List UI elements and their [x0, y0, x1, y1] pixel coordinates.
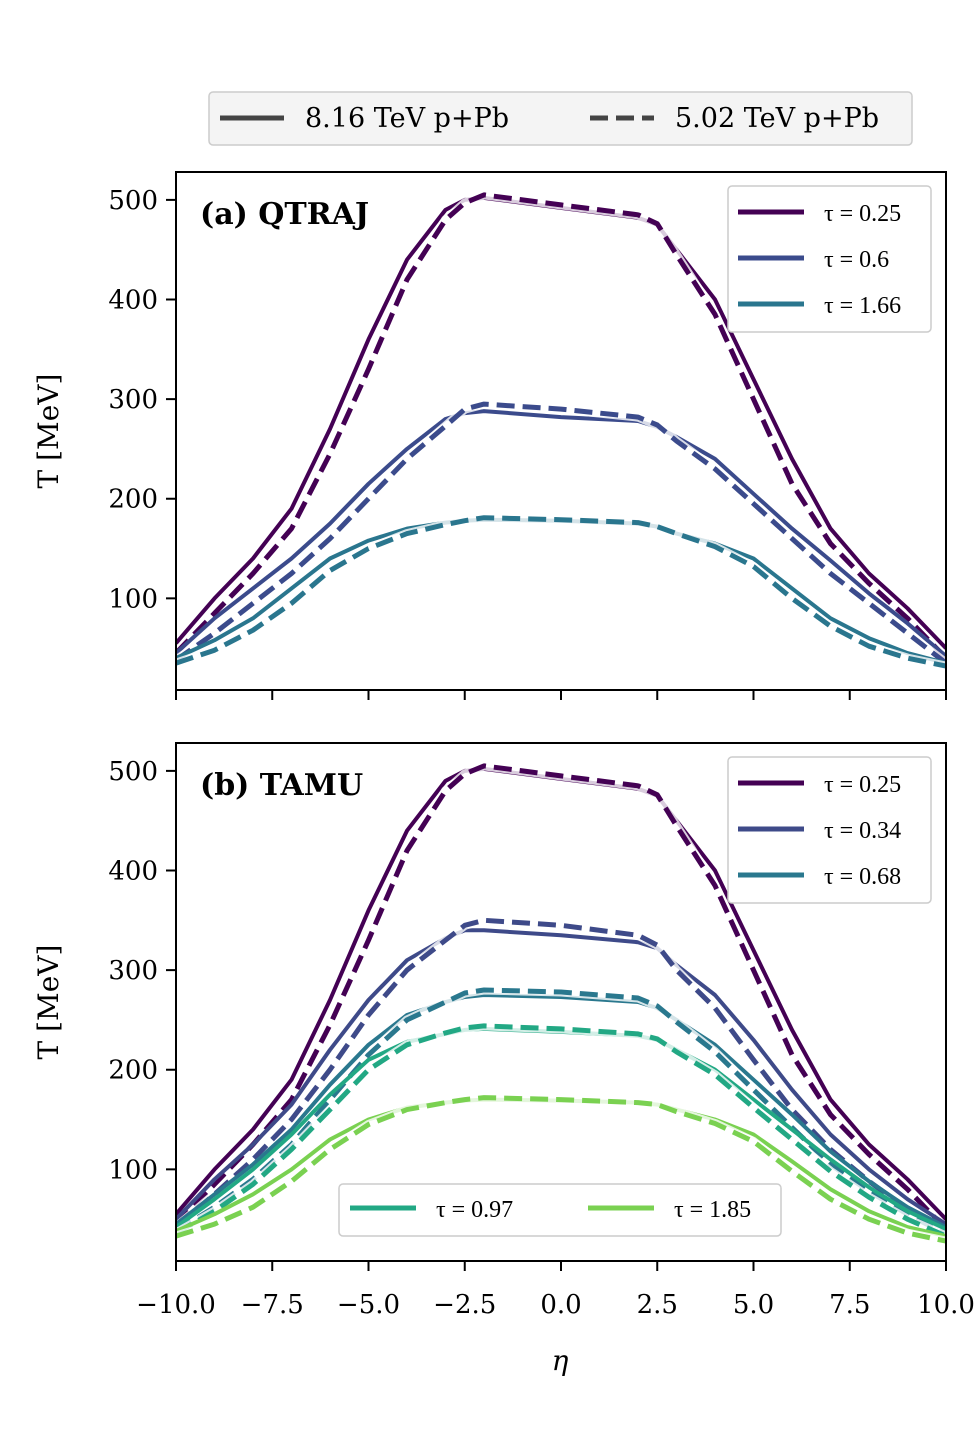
y-tick-label: 200 [108, 485, 158, 515]
panel-b-legend-lower-box [338, 1183, 782, 1237]
y-tick-label: 100 [108, 584, 158, 614]
panel-b-legend-lower: τ = 0.97 τ = 1.85 [338, 1183, 782, 1237]
y-tick-label: 100 [108, 1155, 158, 1185]
x-tick-label: −5.0 [337, 1290, 400, 1320]
panel-b-y-ticks: 100 200 300 400 500 [108, 757, 176, 1185]
series-line-b-solid-2 [176, 928, 946, 1226]
legend-dashed-label: 5.02 TeV p+Pb [675, 103, 879, 134]
y-tick-label: 200 [108, 1056, 158, 1086]
legend-b-entry-1-label: τ = 0.34 [824, 818, 901, 844]
top-legend: 8.16 TeV p+Pb 5.02 TeV p+Pb [208, 91, 913, 146]
y-tick-label: 500 [108, 757, 158, 787]
legend-a-entry-2-label: τ = 1.66 [824, 293, 901, 319]
legend-b-entry-3-label: τ = 0.97 [436, 1197, 513, 1223]
legend-a-entry-0-label: τ = 0.25 [824, 201, 901, 227]
panel-a-y-ticks: 100 200 300 400 500 [108, 186, 176, 614]
panel-b-x-ticks: −10.0 −7.5 −5.0 −2.5 0.0 2.5 5.0 7.5 10.0 [136, 1261, 975, 1320]
x-tick-label: −7.5 [241, 1290, 304, 1320]
legend-b-entry-4-label: τ = 1.85 [674, 1197, 751, 1223]
panel-a-qtraj: 100 200 300 400 500 (a) QTRAJ T [MeV] τ = 0.… [32, 171, 947, 700]
panel-b-plot-area [176, 761, 946, 1246]
legend-solid-label: 8.16 TeV p+Pb [305, 103, 509, 134]
x-tick-label: −2.5 [433, 1290, 496, 1320]
series-line-b-dashed-1 [176, 763, 946, 1231]
legend-b-entry-2-label: τ = 0.68 [824, 864, 901, 890]
legend-a-entry-1-label: τ = 0.6 [824, 247, 889, 273]
panel-a-plot-area [176, 190, 946, 671]
y-tick-label: 300 [108, 385, 158, 415]
y-tick-label: 400 [108, 857, 158, 887]
series-line-a-dashed-3 [176, 401, 946, 666]
panel-b-series [176, 761, 946, 1246]
panel-b-legend-box [727, 756, 932, 904]
series-line-b-dashed-9 [176, 1095, 946, 1244]
top-legend-box [208, 91, 913, 146]
panel-a-y-axis-label: T [MeV] [32, 374, 65, 489]
series-line-b-solid-4 [176, 993, 946, 1229]
panel-a-title: (a) QTRAJ [200, 197, 369, 232]
x-axis-label: η [552, 1344, 569, 1377]
y-tick-label: 300 [108, 956, 158, 986]
panel-b-y-axis-label: T [MeV] [32, 945, 65, 1060]
x-tick-label: 5.0 [733, 1290, 774, 1320]
panel-b-tamu: 100 200 300 400 500 −10.0 −7.5 −5.0 −2.5 0.0 2.5 5… [32, 742, 975, 1377]
panel-b-title: (b) TAMU [200, 768, 363, 803]
panel-a-x-ticks [175, 690, 947, 700]
panel-a-series [176, 190, 946, 671]
series-line-b-dashed-5 [176, 987, 946, 1237]
y-tick-label: 500 [108, 186, 158, 216]
series-line-b-dashed-3 [176, 917, 946, 1234]
x-tick-label: 2.5 [637, 1290, 678, 1320]
series-line-a-dashed-1 [176, 192, 946, 660]
x-tick-label: 10.0 [917, 1290, 975, 1320]
panel-b-legend-upper: τ = 0.25 τ = 0.34 τ = 0.68 [727, 756, 932, 904]
x-tick-label: −10.0 [136, 1290, 216, 1320]
series-line-a-dashed-5 [176, 515, 946, 669]
legend-b-entry-0-label: τ = 0.25 [824, 772, 901, 798]
series-line-a-solid-2 [176, 409, 946, 658]
series-line-b-dashed-7 [176, 1023, 946, 1239]
panel-a-legend: τ = 0.25 τ = 0.6 τ = 1.66 [727, 185, 932, 333]
y-tick-label: 400 [108, 286, 158, 316]
x-tick-label: 0.0 [540, 1290, 581, 1320]
x-tick-label: 7.5 [829, 1290, 870, 1320]
panel-a-legend-box [727, 185, 932, 333]
